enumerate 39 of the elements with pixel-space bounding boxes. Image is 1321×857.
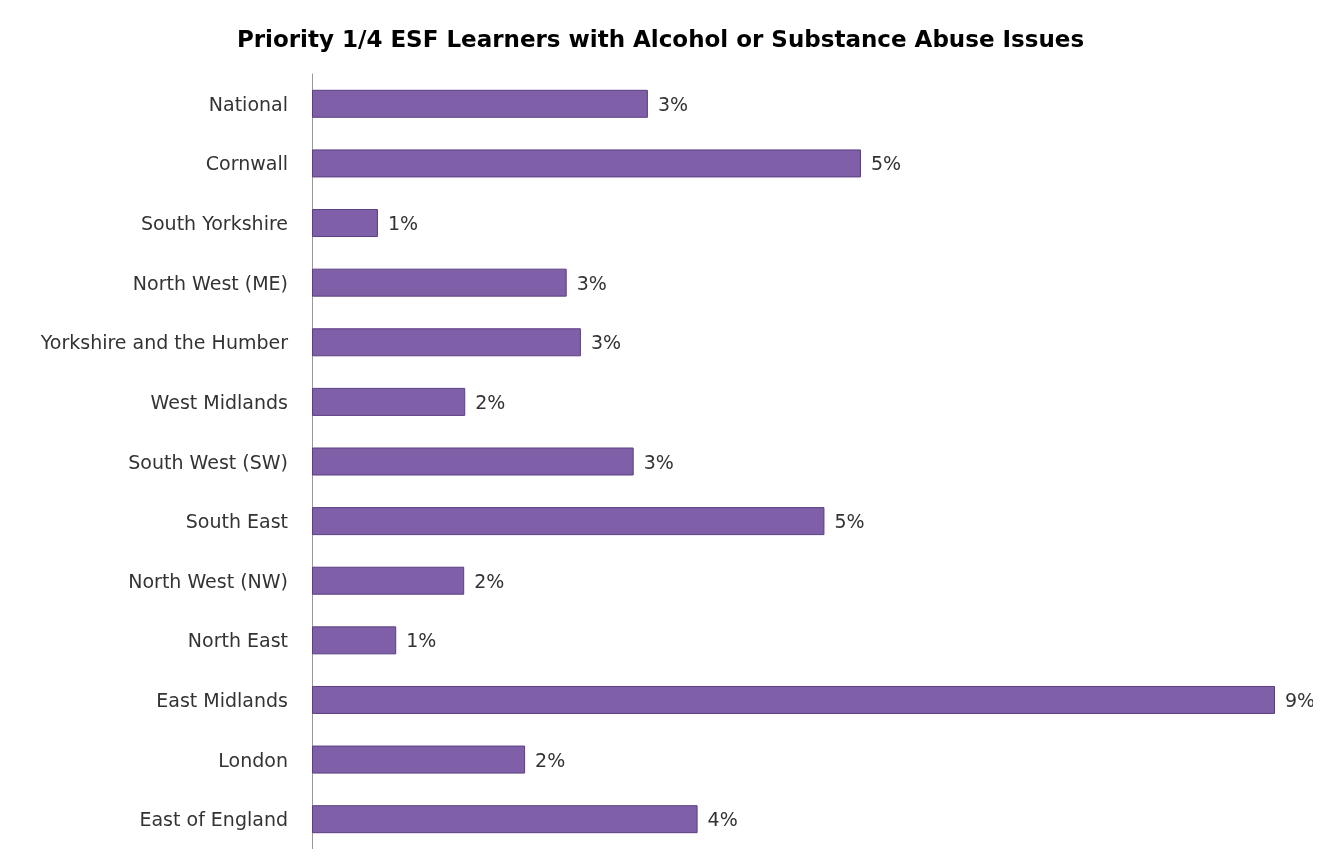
data-label: 1%	[387, 212, 419, 235]
y-tick-label: West Midlands	[150, 390, 288, 413]
y-tick-label: South West (SW)	[128, 450, 288, 473]
data-label: 5%	[834, 510, 865, 533]
y-tick-label: North East	[187, 629, 288, 652]
bar	[312, 447, 634, 476]
y-tick-label: Yorkshire and the Humber	[39, 331, 289, 354]
bar	[312, 626, 397, 655]
y-tick-label: South Yorkshire	[140, 212, 288, 235]
chart-title: Priority 1/4 ESF Learners with Alcohol or Substance Abuse Issues	[236, 25, 1085, 52]
bar	[312, 268, 567, 297]
data-label: 1%	[406, 629, 437, 652]
y-tick-label: South East	[185, 510, 288, 533]
bar	[312, 507, 825, 536]
y-tick-label: Cornwall	[205, 152, 288, 175]
bar	[312, 387, 466, 416]
y-tick-label: National	[208, 92, 288, 115]
data-label: 3%	[657, 92, 689, 115]
bar	[312, 209, 378, 238]
y-tick-label: London	[218, 748, 288, 771]
y-tick-label: East of England	[139, 808, 288, 831]
y-tick-label: North West (NW)	[128, 569, 288, 592]
data-label: 3%	[643, 450, 674, 473]
data-label: 2%	[474, 569, 505, 592]
bar	[312, 805, 698, 834]
bar	[312, 685, 1275, 714]
y-tick-label: East Midlands	[156, 688, 288, 711]
data-label: 2%	[535, 748, 566, 771]
bar	[312, 745, 526, 774]
data-label: 2%	[475, 390, 506, 413]
data-label: 5%	[870, 152, 902, 175]
bar	[312, 328, 581, 357]
data-label: 3%	[576, 271, 607, 294]
data-label: 4%	[707, 808, 738, 831]
bar	[312, 149, 861, 178]
bar	[312, 89, 648, 118]
data-label: 3%	[590, 331, 622, 354]
bar	[312, 566, 465, 595]
y-tick-label: North West (ME)	[132, 271, 288, 294]
